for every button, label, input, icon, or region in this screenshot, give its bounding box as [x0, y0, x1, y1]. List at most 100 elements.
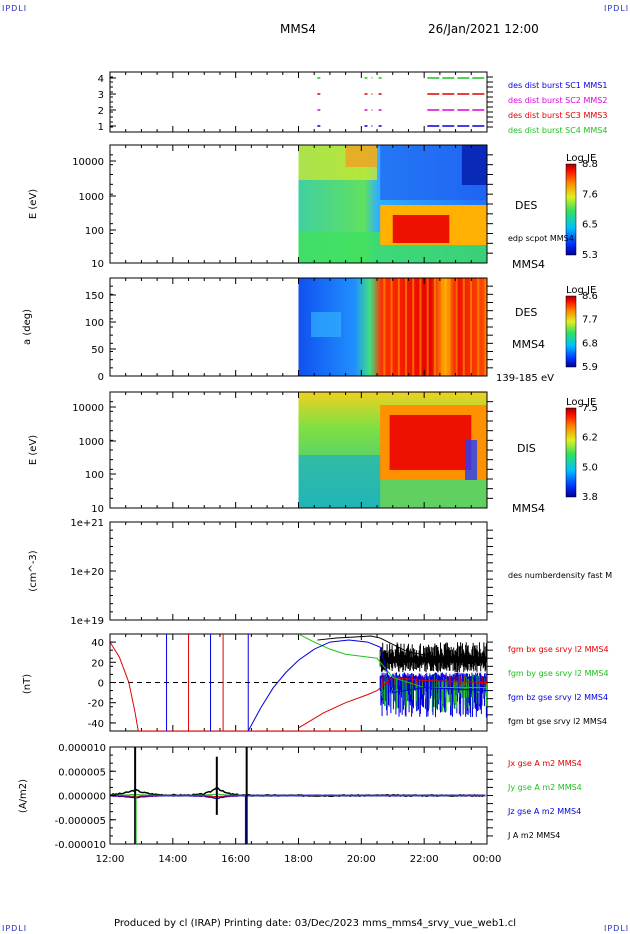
des-energy-region — [345, 145, 378, 167]
colorbar-label: Log JE — [566, 397, 596, 408]
burst-legend-entry: des dist burst SC3 MMS3 — [508, 111, 607, 120]
des-pa-stripe — [397, 278, 400, 376]
dis-energy-label: DIS — [517, 442, 536, 455]
dis-energy-ytick-label: 100 — [85, 470, 104, 481]
x-tick-label: 22:00 — [410, 854, 439, 865]
bfield-ytick-label: 0 — [98, 679, 104, 690]
colorbar — [565, 163, 577, 256]
colorbar-tick: 5.9 — [582, 362, 598, 373]
colorbar — [565, 295, 577, 368]
dis-energy-ytick-label: 1000 — [79, 437, 104, 448]
dis-energy-ytick-label: 10 — [91, 504, 104, 515]
colorbar-tick: 6.8 — [582, 338, 598, 349]
colorbar-tick: 6.5 — [582, 220, 598, 231]
burst-ytick-label: 2 — [98, 106, 104, 117]
colorbar-tick: 5.3 — [582, 250, 598, 261]
colorbar-tick: 7.6 — [582, 189, 598, 200]
dis-energy-ylabel: E (eV) — [28, 435, 39, 465]
des-energy-ytick-label: 1000 — [79, 192, 104, 203]
spacecraft-title: MMS4 — [280, 22, 316, 36]
current-legend-entry: Jx gse A m2 MMS4 — [507, 759, 582, 768]
burst-legend-entry: des dist burst SC4 MMS4 — [508, 126, 607, 135]
colorbar-tick: 5.0 — [582, 462, 598, 473]
des-pa-label: MMS4 — [512, 338, 545, 351]
des-pa-stripe — [433, 278, 436, 376]
colorbar-tick: 6.2 — [582, 433, 598, 444]
bfield-ylabel: (nT) — [22, 674, 33, 694]
des-pa-stripe — [390, 278, 393, 376]
colorbar-tick: 8.8 — [582, 159, 598, 170]
des-energy-ytick-label: 100 — [85, 226, 104, 237]
des-pa-ytick-label: 100 — [85, 318, 104, 329]
des-pa-stripe — [441, 278, 444, 376]
des-energy-region — [392, 215, 450, 243]
current-ytick-label: 0.000005 — [58, 767, 106, 778]
date-title: 26/Jan/2021 12:00 — [428, 22, 539, 36]
bfield-series-green — [298, 634, 487, 689]
des-pa-stripe — [448, 278, 451, 376]
bfield-legend-entry: fgm bt gse srvy l2 MMS4 — [508, 717, 607, 726]
colorbar-tick: 7.7 — [582, 315, 598, 326]
dis-energy-region — [389, 415, 472, 470]
x-tick-label: 18:00 — [284, 854, 313, 865]
colorbar-label: Log JE — [566, 285, 596, 296]
bfield-series-blue — [247, 639, 487, 731]
x-tick-label: 20:00 — [347, 854, 376, 865]
colorbar-tick: 7.5 — [582, 403, 598, 414]
dis-energy-region — [380, 480, 487, 508]
dis-energy-label: MMS4 — [512, 502, 545, 515]
bfield-legend-entry: fgm bz gse srvy l2 MMS4 — [508, 693, 608, 702]
des-pa-stripe — [412, 278, 415, 376]
bfield-ytick-label: 20 — [91, 658, 104, 669]
des-pa-label: DES — [515, 306, 537, 319]
bfield-legend-entry: fgm bx gse srvy l2 MMS4 — [508, 645, 609, 654]
density-frame — [109, 521, 488, 621]
footer-text: Produced by cl (IRAP) Printing date: 03/… — [114, 918, 516, 929]
density-ylabel: (cm^-3) — [28, 550, 39, 591]
bfield-ytick-label: 40 — [91, 638, 104, 649]
des-energy-label: DES — [515, 199, 537, 212]
dis-energy-ytick-label: 10000 — [72, 403, 104, 414]
bfield-ytick-label: -40 — [88, 719, 104, 730]
colorbar-tick: 8.6 — [582, 291, 598, 302]
bfield-series-red — [110, 641, 362, 731]
bfield-traces — [110, 634, 487, 731]
x-tick-label: 14:00 — [158, 854, 187, 865]
current-traces — [110, 747, 486, 844]
bfield-ytick-label: -20 — [88, 699, 104, 710]
des-pa-label: 139-185 eV — [496, 373, 554, 384]
des-pa-stripe — [426, 278, 429, 376]
density-ytick-label: 1e+20 — [70, 567, 104, 578]
bfield-series-red — [298, 676, 487, 729]
current-legend-entry: J A m2 MMS4 — [507, 831, 560, 840]
x-tick-label: 00:00 — [473, 854, 502, 865]
current-ytick-label: -0.000010 — [55, 840, 106, 851]
corner-label-br: IPDLI — [604, 924, 630, 933]
des-energy-ytick-label: 10000 — [72, 157, 104, 168]
burst-panel-frame — [109, 71, 488, 133]
current-legend-entry: Jz gse A m2 MMS4 — [507, 807, 581, 816]
bfield-legend-entry: fgm by gse srvy l2 MMS4 — [508, 669, 609, 678]
des-energy-ylabel: E (eV) — [28, 189, 39, 219]
des-pa-ytick-label: 150 — [85, 291, 104, 302]
des-pa-ytick-label: 0 — [98, 372, 104, 383]
current-ytick-label: -0.000005 — [55, 816, 106, 827]
corner-label-tl: IPDLI — [2, 4, 28, 13]
corner-label-bl: IPDLI — [2, 924, 28, 933]
colorbar-label: Log JE — [566, 153, 596, 164]
burst-ytick-label: 3 — [98, 90, 104, 101]
des-energy-region — [461, 145, 487, 185]
density-legend-entry: des numberdensity fast M — [508, 571, 612, 580]
current-ylabel: (A/m2) — [18, 779, 29, 813]
des-pa-stripe — [462, 278, 465, 376]
des-energy-ytick-label: 10 — [91, 259, 104, 270]
corner-label-tr: IPDLI — [604, 4, 630, 13]
des-pa-region — [311, 312, 342, 337]
colorbar — [565, 407, 577, 498]
current-ytick-label: 0.000010 — [58, 743, 106, 754]
des-pa-ylabel: a (deg) — [22, 309, 33, 345]
x-tick-label: 12:00 — [96, 854, 125, 865]
burst-legend-entry: des dist burst SC1 MMS1 — [508, 81, 607, 90]
current-series-red — [110, 794, 486, 798]
